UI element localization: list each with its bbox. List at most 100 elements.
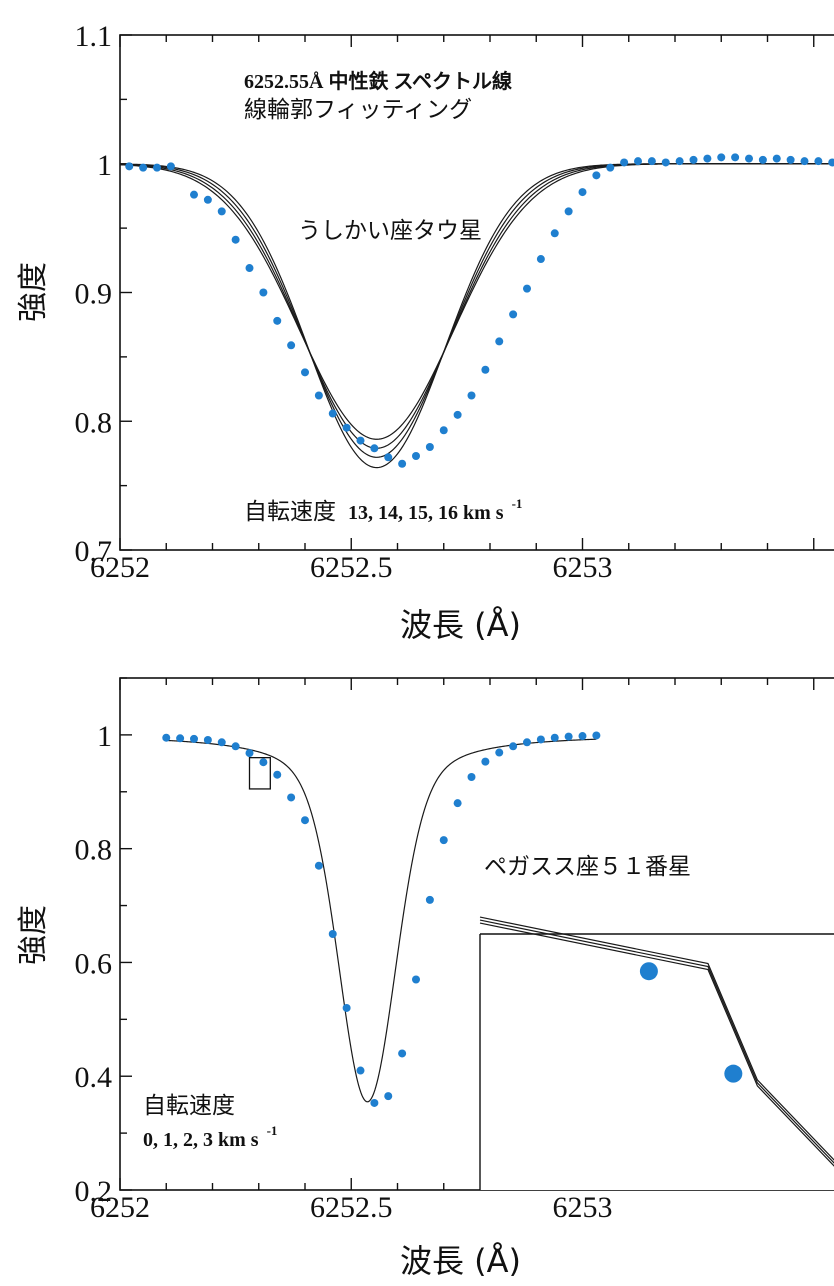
observed-point-top <box>384 453 393 462</box>
observed-point-top <box>245 264 254 273</box>
x-axis-label-text-bottom: 波長 (Å) <box>400 1242 521 1280</box>
chart-top: 0.7 0.8 0.9 1 1.1 6252 6252.5 6253 6252.55Å 中性… <box>16 20 834 644</box>
rotation-values-top: 13, 14, 15, 16 km s <box>348 502 504 524</box>
x-axis-label-text-top: 波長 (Å) <box>400 606 521 644</box>
observed-point-top <box>439 426 448 435</box>
inset-observed-points <box>639 962 743 1083</box>
x-tick-label-top: 6252 <box>90 551 150 584</box>
observed-point-top <box>301 368 309 377</box>
x-tick-label-top: 6253 <box>553 551 613 584</box>
observed-point-top <box>203 195 212 204</box>
fit-curve-top-0 <box>119 163 834 469</box>
observed-point-bottom <box>384 1092 393 1101</box>
observed-point-top <box>536 255 545 264</box>
observed-point-bottom <box>356 1066 365 1075</box>
x-tick-label-bottom: 6252.5 <box>310 1191 393 1224</box>
observed-point-top <box>217 207 226 216</box>
y-tick-label-top: 0.8 <box>75 406 113 439</box>
observed-point-top <box>139 163 148 172</box>
x-tick-label-bottom: 6253 <box>553 1191 613 1224</box>
observed-point-bottom <box>453 799 462 808</box>
observed-point-top <box>661 158 670 167</box>
y-tick-label-top: 1 <box>97 149 112 182</box>
observed-point-top <box>717 153 726 162</box>
observed-point-bottom <box>467 772 476 781</box>
x-tick-labels-top: 6252 6252.5 6253 <box>90 551 613 584</box>
x-axis-label-top: 波長 (Å) <box>400 606 521 644</box>
chart-subtitle-top: 線輪郭フィッティング <box>244 97 472 123</box>
observed-point-top <box>425 443 434 451</box>
observed-point-top <box>592 171 601 180</box>
observed-point-top <box>190 190 198 199</box>
fit-curve-top-1 <box>119 163 834 458</box>
observed-point-bottom <box>592 731 601 740</box>
inset-fit-curve-1 <box>479 919 834 1164</box>
observed-point-top <box>578 188 587 197</box>
observed-point-top <box>259 288 268 297</box>
observed-point-top <box>467 391 476 400</box>
observed-point-bottom <box>509 742 518 751</box>
observed-point-top <box>370 444 379 453</box>
observed-point-top <box>800 157 809 166</box>
observed-point-top <box>814 157 823 166</box>
observed-point-bottom <box>287 793 296 802</box>
observed-point-bottom <box>190 734 198 743</box>
x-axis-label-bottom: 波長 (Å) <box>400 1242 521 1280</box>
observed-point-top <box>453 410 462 419</box>
y-tick-labels-bottom: 0.2 0.4 0.6 0.8 1 <box>75 720 113 1208</box>
observed-point-bottom <box>314 861 323 870</box>
observed-point-top <box>564 207 573 216</box>
rotation-annotation-top: 自転速度 13, 14, 15, 16 km s -1 <box>244 496 522 525</box>
rotation-values-bottom: 0, 1, 2, 3 km s <box>143 1129 259 1151</box>
observed-point-top <box>758 155 767 164</box>
observed-point-bottom <box>481 757 490 766</box>
rotation-unit-sup-top: -1 <box>512 496 523 511</box>
star-label-top: うしかい座タウ星 <box>298 218 482 244</box>
observed-point-bottom <box>176 734 185 743</box>
observed-point-bottom <box>523 738 531 747</box>
observed-point-bottom <box>425 895 434 904</box>
observed-point-top <box>125 162 134 171</box>
observed-point-top <box>689 155 698 164</box>
observed-point-top <box>606 163 615 172</box>
x-tick-labels-bottom: 6252 6252.5 6253 <box>90 1191 613 1224</box>
observed-point-top <box>495 337 504 346</box>
observed-point-bottom <box>495 748 504 757</box>
observed-point-bottom <box>578 732 587 741</box>
fit-curves-top <box>119 163 834 469</box>
inset-zoom <box>479 916 834 1190</box>
y-tick-label-bottom: 0.6 <box>75 947 113 980</box>
observed-point-top <box>647 157 656 166</box>
observed-point-bottom <box>217 738 226 747</box>
observed-point-top <box>231 235 240 244</box>
y-tick-label-top: 1.1 <box>75 20 113 53</box>
observed-point-top <box>620 158 629 167</box>
observed-point-top <box>731 153 740 162</box>
observed-point-top <box>356 436 365 445</box>
x-tick-label-top: 6252.5 <box>310 551 393 584</box>
y-tick-label-bottom: 0.2 <box>75 1175 113 1208</box>
observed-point-top <box>745 154 753 163</box>
y-axis-label-top: 強度 <box>16 262 51 322</box>
inset-fit-curve-2 <box>479 922 834 1167</box>
inset-fit-curve-0 <box>479 916 834 1161</box>
inset-observed-point <box>724 1064 743 1083</box>
x-tick-label-bottom: 6252 <box>90 1191 150 1224</box>
observed-point-bottom <box>203 736 212 745</box>
observed-point-bottom <box>162 733 171 742</box>
observed-point-bottom <box>412 975 420 984</box>
observed-point-top <box>523 284 531 293</box>
inset-observed-point <box>639 962 658 981</box>
observed-point-bottom <box>245 749 254 758</box>
rotation-annotation-bottom: 0, 1, 2, 3 km s -1 <box>143 1123 277 1151</box>
rotation-prefix-top: 自転速度 <box>244 499 336 525</box>
y-axis-label-bottom: 強度 <box>16 905 51 965</box>
observed-points-top <box>125 153 834 468</box>
chart-bottom: 0.2 0.4 0.6 0.8 1 6252 6252.5 6253 ペガスス座５１番星 自… <box>16 677 834 1280</box>
observed-point-top <box>786 155 795 164</box>
y-tick-label-top: 0.9 <box>75 278 113 311</box>
plot-frame-top <box>119 34 834 551</box>
observed-point-bottom <box>231 742 240 751</box>
observed-point-top <box>550 229 559 238</box>
